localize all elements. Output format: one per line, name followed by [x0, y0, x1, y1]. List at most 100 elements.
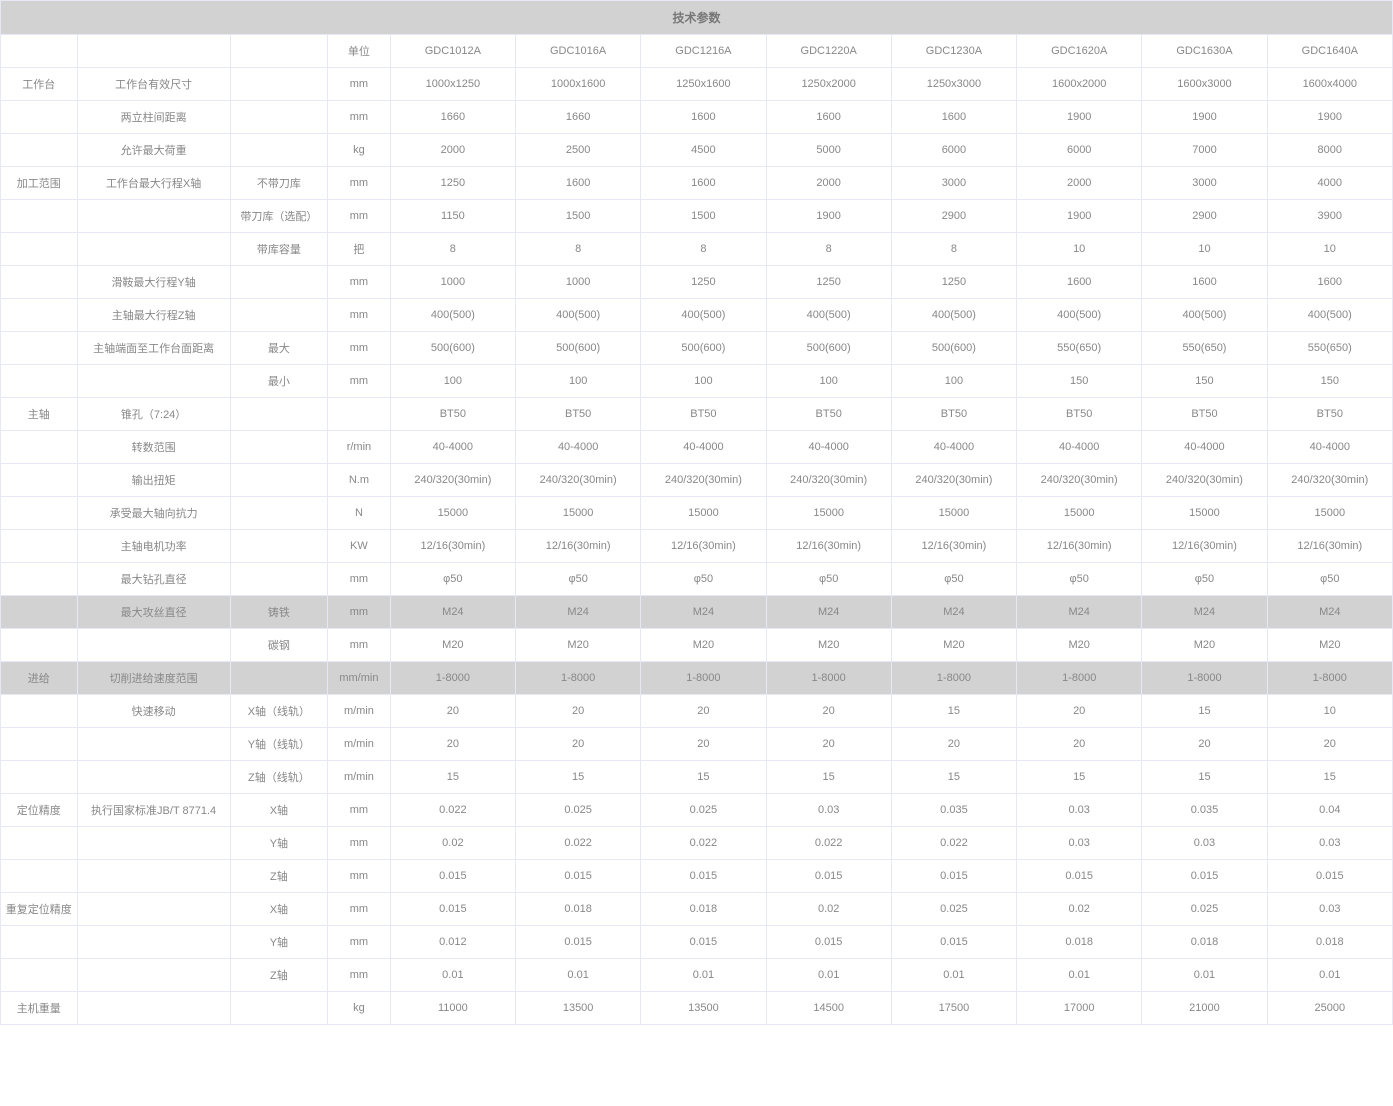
- unit-cell: mm: [328, 794, 391, 827]
- param-cell: [77, 926, 230, 959]
- param-cell: 滑鞍最大行程Y轴: [77, 266, 230, 299]
- table-row: 重复定位精度X轴mm0.0150.0180.0180.020.0250.020.…: [1, 893, 1393, 926]
- subparam-cell: [230, 563, 327, 596]
- value-cell-3: 1250: [766, 266, 891, 299]
- subparam-cell: [230, 134, 327, 167]
- value-cell-1: 12/16(30min): [516, 530, 641, 563]
- value-cell-4: 0.01: [891, 959, 1016, 992]
- model-header-7: GDC1640A: [1267, 35, 1392, 68]
- table-row: 转数范围r/min40-400040-400040-400040-400040-…: [1, 431, 1393, 464]
- param-cell: 主轴最大行程Z轴: [77, 299, 230, 332]
- subparam-cell: Z轴: [230, 959, 327, 992]
- param-cell: [77, 200, 230, 233]
- value-cell-4: 6000: [891, 134, 1016, 167]
- param-cell: 主轴电机功率: [77, 530, 230, 563]
- value-cell-1: 100: [516, 365, 641, 398]
- table-row: 工作台工作台有效尺寸mm1000x12501000x16001250x16001…: [1, 68, 1393, 101]
- subparam-cell: X轴: [230, 893, 327, 926]
- model-header-1: GDC1016A: [516, 35, 641, 68]
- value-cell-3: 20: [766, 695, 891, 728]
- value-cell-2: 1250: [641, 266, 766, 299]
- value-cell-4: 0.022: [891, 827, 1016, 860]
- model-header-5: GDC1620A: [1017, 35, 1142, 68]
- value-cell-5: 20: [1017, 695, 1142, 728]
- value-cell-0: 100: [390, 365, 515, 398]
- category-cell: [1, 233, 78, 266]
- param-cell: [77, 365, 230, 398]
- value-cell-4: 15: [891, 761, 1016, 794]
- value-cell-0: 1000x1250: [390, 68, 515, 101]
- value-cell-0: 20: [390, 695, 515, 728]
- value-cell-2: 0.022: [641, 827, 766, 860]
- value-cell-5: 400(500): [1017, 299, 1142, 332]
- category-cell: 定位精度: [1, 794, 78, 827]
- value-cell-3: 400(500): [766, 299, 891, 332]
- value-cell-1: 400(500): [516, 299, 641, 332]
- value-cell-5: 0.018: [1017, 926, 1142, 959]
- value-cell-3: 100: [766, 365, 891, 398]
- category-cell: [1, 926, 78, 959]
- category-cell: [1, 299, 78, 332]
- value-cell-3: 0.03: [766, 794, 891, 827]
- value-cell-1: 1600: [516, 167, 641, 200]
- value-cell-6: 0.018: [1142, 926, 1267, 959]
- category-cell: [1, 761, 78, 794]
- table-row: 加工范围工作台最大行程X轴不带刀库mm125016001600200030002…: [1, 167, 1393, 200]
- model-header-0: GDC1012A: [390, 35, 515, 68]
- header-blank: [77, 35, 230, 68]
- value-cell-5: 0.03: [1017, 794, 1142, 827]
- value-cell-2: 400(500): [641, 299, 766, 332]
- value-cell-7: 150: [1267, 365, 1392, 398]
- value-cell-2: 8: [641, 233, 766, 266]
- value-cell-4: 240/320(30min): [891, 464, 1016, 497]
- unit-cell: mm: [328, 266, 391, 299]
- value-cell-2: 100: [641, 365, 766, 398]
- category-cell: 主轴: [1, 398, 78, 431]
- value-cell-5: 20: [1017, 728, 1142, 761]
- table-row: 进给切削进给速度范围mm/min1-80001-80001-80001-8000…: [1, 662, 1393, 695]
- unit-cell: r/min: [328, 431, 391, 464]
- unit-cell: mm: [328, 893, 391, 926]
- value-cell-4: 40-4000: [891, 431, 1016, 464]
- value-cell-3: 1600: [766, 101, 891, 134]
- param-cell: [77, 959, 230, 992]
- subparam-cell: Y轴: [230, 926, 327, 959]
- value-cell-6: 15: [1142, 761, 1267, 794]
- value-cell-0: 0.012: [390, 926, 515, 959]
- value-cell-5: 0.03: [1017, 827, 1142, 860]
- param-cell: 最大攻丝直径: [77, 596, 230, 629]
- value-cell-7: 0.015: [1267, 860, 1392, 893]
- value-cell-0: BT50: [390, 398, 515, 431]
- value-cell-6: M20: [1142, 629, 1267, 662]
- value-cell-5: 12/16(30min): [1017, 530, 1142, 563]
- subparam-cell: 铸铁: [230, 596, 327, 629]
- value-cell-2: 1500: [641, 200, 766, 233]
- subparam-cell: [230, 530, 327, 563]
- value-cell-5: 1600x2000: [1017, 68, 1142, 101]
- value-cell-0: 11000: [390, 992, 515, 1025]
- value-cell-2: φ50: [641, 563, 766, 596]
- value-cell-5: 240/320(30min): [1017, 464, 1142, 497]
- subparam-cell: Y轴: [230, 827, 327, 860]
- category-cell: [1, 695, 78, 728]
- value-cell-2: 500(600): [641, 332, 766, 365]
- category-cell: [1, 200, 78, 233]
- value-cell-0: 15000: [390, 497, 515, 530]
- param-cell: [77, 761, 230, 794]
- value-cell-1: 20: [516, 695, 641, 728]
- category-cell: [1, 530, 78, 563]
- value-cell-4: 17500: [891, 992, 1016, 1025]
- category-cell: [1, 101, 78, 134]
- value-cell-7: 1600: [1267, 266, 1392, 299]
- category-cell: [1, 464, 78, 497]
- value-cell-0: M24: [390, 596, 515, 629]
- category-cell: [1, 266, 78, 299]
- value-cell-3: 14500: [766, 992, 891, 1025]
- value-cell-6: BT50: [1142, 398, 1267, 431]
- value-cell-4: φ50: [891, 563, 1016, 596]
- value-cell-6: 1600: [1142, 266, 1267, 299]
- category-cell: 进给: [1, 662, 78, 695]
- table-row: 带库容量把88888101010: [1, 233, 1393, 266]
- value-cell-1: 0.018: [516, 893, 641, 926]
- param-cell: 承受最大轴向抗力: [77, 497, 230, 530]
